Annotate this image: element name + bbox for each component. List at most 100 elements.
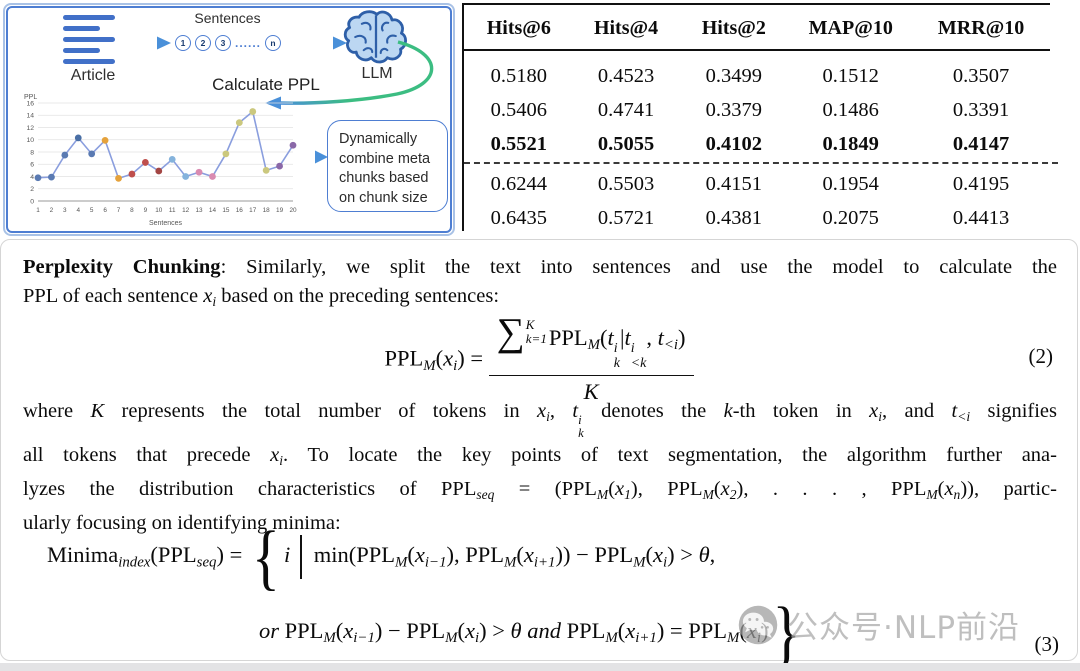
table-cell: 0.4151 [705, 172, 763, 195]
svg-text:13: 13 [195, 207, 203, 214]
svg-text:5: 5 [90, 207, 94, 214]
calculate-ppl-label: Calculate PPL [212, 75, 320, 94]
table-cell: 0.1512 [822, 64, 879, 87]
svg-text:14: 14 [26, 113, 34, 120]
paragraph-perplexity-chunking: Perplexity Chunking: Similarly, we split… [23, 253, 1057, 316]
svg-text:19: 19 [276, 207, 284, 214]
table-header-cell: Hits@6 [486, 16, 551, 39]
table-row: 0.5180 0.4523 0.3499 0.1512 0.3507 [464, 60, 1050, 92]
svg-text:15: 15 [222, 207, 230, 214]
table-cell: 0.4413 [952, 206, 1010, 229]
diagram-inner-border [6, 6, 452, 233]
llm-label: LLM [361, 65, 393, 82]
table-cell: 0.4102 [705, 132, 763, 155]
table-row: 0.6244 0.5503 0.4151 0.1954 0.4195 [464, 168, 1050, 200]
svg-text:9: 9 [144, 207, 148, 214]
svg-text:1: 1 [36, 207, 40, 214]
equation-3-line1: Minimaindex(PPLseq) = {i min(PPLM(xi−1), … [47, 515, 716, 597]
svg-text:8: 8 [30, 149, 34, 156]
method-diagram-panel: Article Sentences 1 2 3...... n LLM Calcula… [3, 3, 455, 236]
ppl-line-chart: 0 2 4 6 8 10 12 14 16 PPL 1 2 3 4 5 6 7 8 9 10 11 12 13 14 15 16 1… [11, 91, 301, 233]
arrow-right-icon [303, 36, 347, 50]
svg-text:3: 3 [63, 207, 67, 214]
svg-text:4: 4 [76, 207, 80, 214]
table-header-cell: MAP@10 [808, 16, 893, 39]
svg-text:7: 7 [117, 207, 121, 214]
bottom-bar [0, 663, 1080, 671]
sentences-label: Sentences [194, 10, 261, 26]
equation-3-number: (3) [1034, 632, 1060, 656]
svg-text:12: 12 [182, 207, 190, 214]
table-cell: 0.5521 [490, 132, 547, 155]
svg-text:PPL: PPL [24, 94, 37, 101]
llm-brain-icon [343, 10, 407, 64]
table-row: 0.6435 0.5721 0.4381 0.2075 0.4413 [464, 202, 1050, 234]
table-cell: 0.4381 [705, 206, 763, 229]
table-cell: 0.4741 [597, 98, 655, 121]
sentence-circle: 2 [195, 35, 211, 51]
text-line: where K represents the total number of t… [23, 400, 1057, 441]
table-cell: 0.5406 [490, 98, 547, 121]
table-cell: 0.3379 [705, 98, 763, 121]
paper-text-panel: Perplexity Chunking: Similarly, we split… [0, 239, 1078, 661]
article-icon [63, 15, 117, 70]
ellipsis-dots: ...... [235, 36, 262, 50]
table-cell: 0.5721 [597, 206, 655, 229]
results-table: Hits@6 Hits@4 Hits@2 MAP@10 MRR@10 0.5180 0.4… [462, 0, 1060, 233]
text-line: Perplexity Chunking: Similarly, we split… [23, 256, 1057, 278]
svg-text:18: 18 [263, 207, 271, 214]
table-header-rule [462, 49, 1050, 51]
table-top-rule [462, 3, 1050, 5]
table-cell: 0.4523 [597, 64, 655, 87]
sentence-circle: n [265, 35, 282, 51]
svg-text:4: 4 [30, 174, 34, 181]
sentence-circles: 1 2 3...... n [175, 35, 282, 51]
table-dashed-divider [464, 162, 1058, 164]
svg-text:6: 6 [103, 207, 107, 214]
table-header-cell: MRR@10 [937, 16, 1025, 39]
table-cell: 0.6435 [490, 206, 547, 229]
table-cell: 0.4147 [952, 132, 1010, 155]
text-line: PPL of each sentence xi based on the pre… [23, 284, 500, 309]
svg-text:12: 12 [26, 125, 34, 132]
table-cell: 0.1849 [822, 132, 879, 155]
text-line: all tokens that precede xi. To locate th… [23, 443, 1057, 468]
table-header-cell: Hits@4 [593, 16, 659, 39]
table-cell: 0.5503 [597, 172, 655, 195]
svg-text:16: 16 [26, 100, 34, 107]
svg-text:20: 20 [289, 207, 297, 214]
table-cell: 0.3499 [705, 64, 763, 87]
svg-text:2: 2 [50, 207, 54, 214]
table-row: 0.5521 0.5055 0.4102 0.1849 0.4147 [464, 128, 1050, 160]
table-cell: 0.2075 [822, 206, 879, 229]
equation-3-line2: or PPLM(xi−1) − PPLM(xi) > θ and PPLM(xi… [259, 591, 801, 671]
svg-text:6: 6 [30, 162, 34, 169]
table-cell: 0.3507 [952, 64, 1010, 87]
svg-text:8: 8 [130, 207, 134, 214]
table-cell: 0.1954 [822, 172, 879, 195]
svg-text:0: 0 [30, 198, 34, 205]
combine-box: Dynamically combine meta chunks based on… [327, 120, 448, 212]
svg-text:10: 10 [26, 137, 34, 144]
svg-text:Sentences: Sentences [149, 220, 183, 227]
table-cell: 0.6244 [490, 172, 547, 195]
svg-text:16: 16 [236, 207, 244, 214]
svg-text:10: 10 [155, 207, 163, 214]
table-cell: 0.1486 [822, 98, 879, 121]
svg-text:11: 11 [169, 207, 176, 214]
arrow-right-icon [123, 36, 171, 50]
arrow-right-icon [293, 150, 328, 164]
table-cell: 0.3391 [952, 98, 1010, 121]
table-header-cell: Hits@2 [701, 16, 766, 39]
table-cell: 0.4195 [952, 172, 1010, 195]
table-header-row: Hits@6 Hits@4 Hits@2 MAP@10 MRR@10 [464, 12, 1050, 44]
table-row: 0.5406 0.4741 0.3379 0.1486 0.3391 [464, 94, 1050, 126]
paragraph-where-k: where K represents the total number of t… [23, 397, 1057, 538]
svg-text:17: 17 [249, 207, 257, 214]
sentence-circle: 3 [215, 35, 231, 51]
article-label: Article [70, 67, 116, 84]
text-line: lyzes the distribution characteristics o… [23, 478, 1057, 502]
